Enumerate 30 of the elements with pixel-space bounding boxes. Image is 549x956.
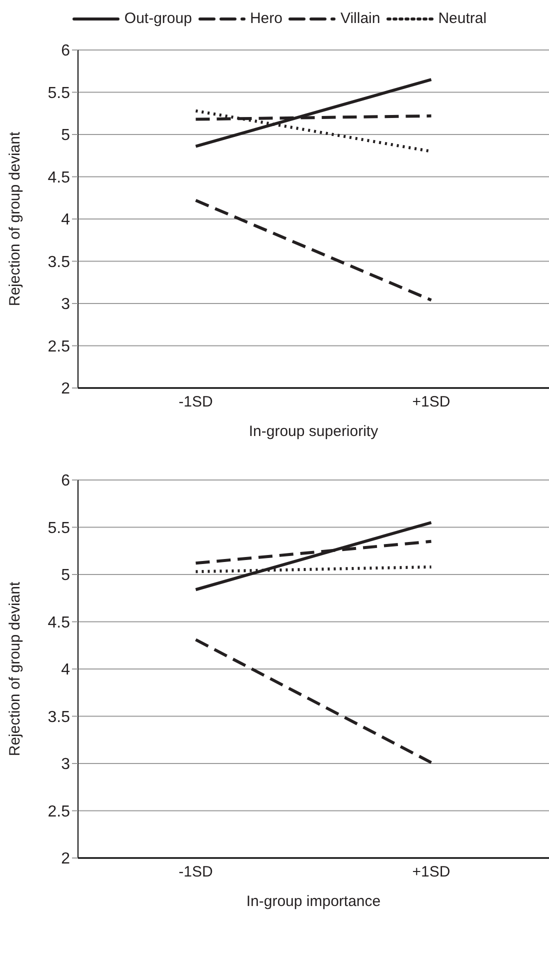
y-tick-label: 5 xyxy=(61,567,70,584)
y-axis-title: Rejection of group deviant xyxy=(6,581,24,756)
y-tick-label: 4.5 xyxy=(48,169,70,186)
legend-label: Neutral xyxy=(437,10,487,27)
x-tick-label: +1SD xyxy=(412,864,450,881)
y-tick-label: 3 xyxy=(61,296,70,314)
y-tick-label: 3 xyxy=(61,756,70,774)
x-tick-label: -1SD xyxy=(178,864,213,881)
x-axis-title: In-group importance xyxy=(246,893,381,910)
y-tick-label: 2 xyxy=(61,380,70,398)
y-tick-label: 3.5 xyxy=(48,708,70,726)
legend-label: Villain xyxy=(339,10,380,27)
y-tick-label: 2.5 xyxy=(48,803,70,820)
y-tick-label: 3.5 xyxy=(48,254,70,271)
y-tick-label: 4 xyxy=(61,212,70,229)
x-axis-title: In-group superiority xyxy=(248,423,379,440)
y-tick-label: 5 xyxy=(61,127,70,144)
legend-label: Out-group xyxy=(123,10,192,27)
y-tick-label: 4.5 xyxy=(48,614,70,632)
y-tick-label: 5.5 xyxy=(48,84,70,102)
x-tick-label: -1SD xyxy=(178,394,213,411)
legend-label: Hero xyxy=(248,10,282,27)
y-tick-label: 2.5 xyxy=(48,338,70,356)
y-tick-label: 2 xyxy=(61,850,70,868)
y-tick-label: 4 xyxy=(61,662,70,679)
x-tick-label: +1SD xyxy=(412,394,450,411)
y-tick-label: 5.5 xyxy=(48,520,70,537)
y-tick-label: 6 xyxy=(61,472,70,490)
y-tick-label: 6 xyxy=(61,42,70,60)
y-axis-title: Rejection of group deviant xyxy=(6,131,24,306)
